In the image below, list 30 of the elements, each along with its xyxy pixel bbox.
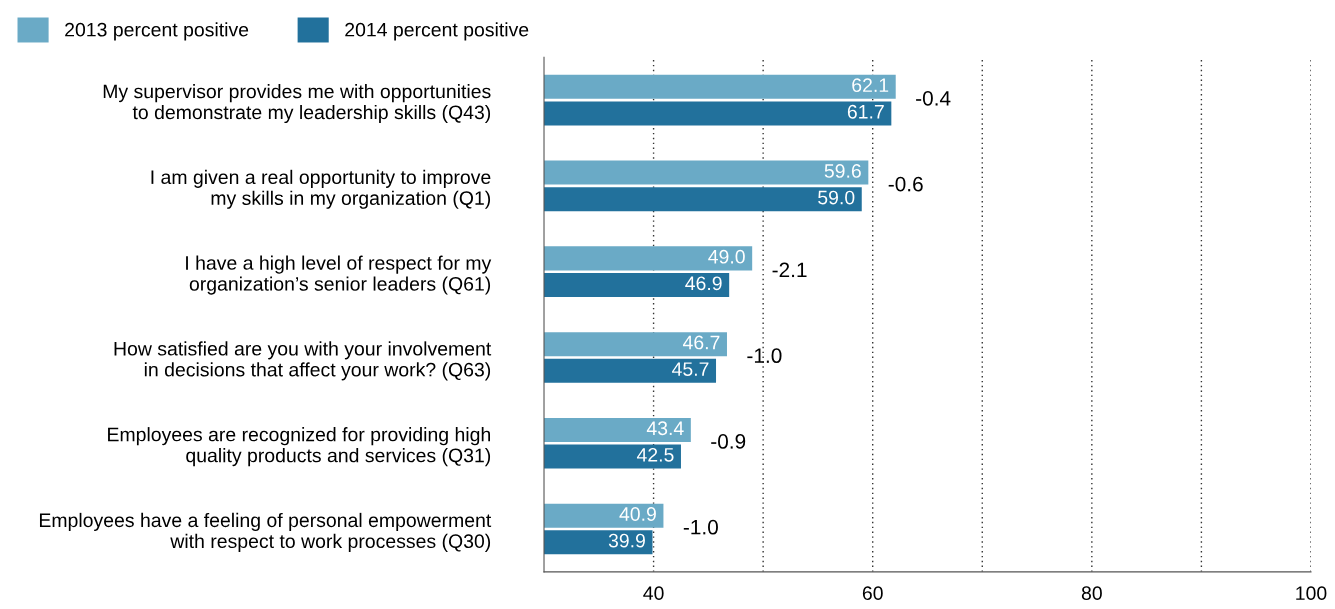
x-tick-label: 80 <box>1081 586 1102 601</box>
data-label: 46.9 <box>685 276 722 291</box>
data-label: 46.7 <box>682 335 720 350</box>
x-tick-label: 60 <box>862 586 883 601</box>
y-tick-label: I have a high level of respect for my organization’s senior leaders (Q61) <box>186 255 492 295</box>
annotation: -0.6 <box>888 176 923 192</box>
data-label: 40.9 <box>619 507 656 521</box>
y-tick-label: Employees are recognized for providing high quality products and services (Q31) <box>108 427 491 467</box>
data-label: 62.1 <box>852 78 889 93</box>
annotation: -0.9 <box>711 434 746 449</box>
data-label: 59.6 <box>824 164 861 178</box>
y-tick-label: Employees have a feeling of personal empowerment with respect to work processes (Q30) <box>39 512 492 552</box>
x-tick-label: 100 <box>1296 586 1327 601</box>
data-label: 39.9 <box>608 533 645 548</box>
annotation: -0.4 <box>916 90 951 106</box>
y-tick-label: My supervisor provides me with opportunities to demonstrate my leadership skills (Q43) <box>103 84 491 124</box>
data-label: 49.0 <box>708 249 745 264</box>
data-label: 42.5 <box>636 447 674 462</box>
data-label: 43.4 <box>646 421 684 436</box>
annotation: -2.1 <box>772 262 807 278</box>
data-label: 59.0 <box>818 190 855 205</box>
data-label: 61.7 <box>847 104 884 119</box>
y-tick-label: I am given a real opportunity to improve my skills in my organization (Q1) <box>151 169 491 209</box>
annotation: -1.0 <box>683 519 718 535</box>
x-tick-label: 40 <box>643 586 664 601</box>
y-tick-label: How satisfied are you with your involvement in decisions that affect your work? (Q63) <box>114 341 492 381</box>
data-label: 45.7 <box>672 362 709 376</box>
annotation: -1.0 <box>747 348 782 364</box>
legend-label: 2014 percent positive <box>345 22 529 41</box>
legend-label: 2013 percent positive <box>65 22 249 41</box>
